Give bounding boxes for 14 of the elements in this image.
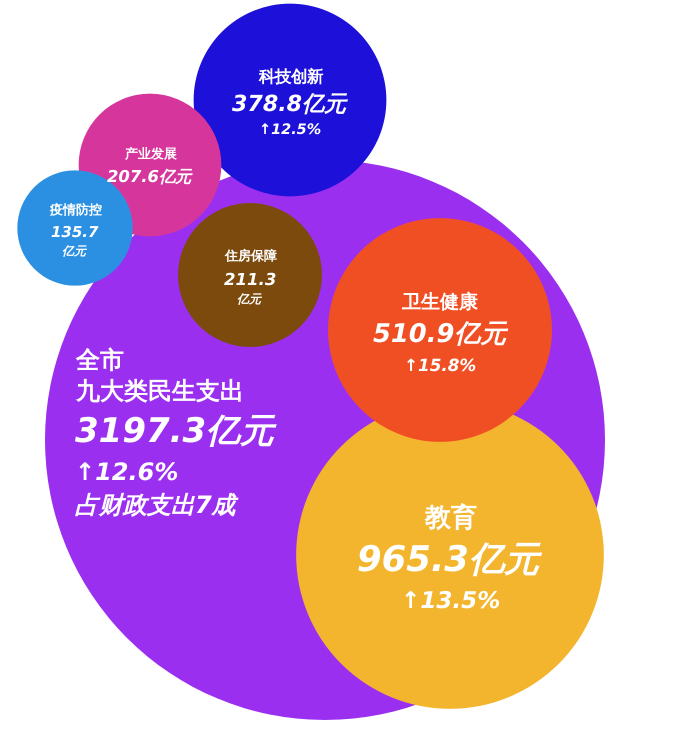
data-label: 965.3亿元 ↑13.5%: [357, 539, 543, 614]
data-label: 207.6亿元: [107, 167, 193, 186]
category-label: 产业发展: [124, 146, 177, 162]
category-label: 住房保障: [224, 248, 277, 264]
category-label: 教育: [424, 502, 477, 533]
data-label: 510.9亿元 ↑15.8%: [373, 319, 508, 375]
data-label: 135.7 亿元: [51, 223, 100, 258]
category-label: 疫情防控: [49, 202, 102, 218]
data-label: 3197.3亿元 ↑12.6% 占财政支出7成: [75, 411, 278, 519]
data-label: 378.8亿元 ↑12.5%: [232, 91, 350, 138]
category-label: 科技创新: [258, 67, 323, 86]
data-label: 211.3 亿元: [224, 270, 276, 306]
category-label: 全市九大类民生支出: [75, 346, 244, 405]
category-label: 卫生健康: [401, 291, 479, 313]
